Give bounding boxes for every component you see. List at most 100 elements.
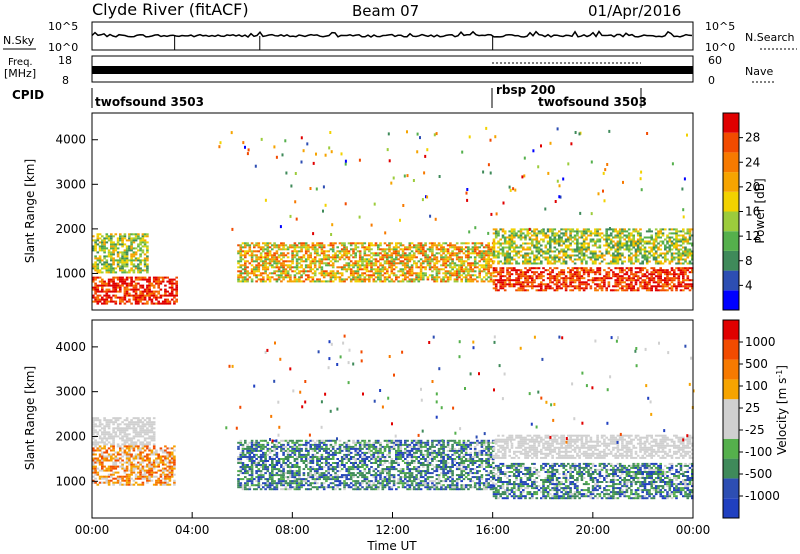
data-cell bbox=[535, 285, 539, 288]
data-cell bbox=[121, 467, 124, 470]
data-cell bbox=[428, 256, 432, 259]
data-cell bbox=[422, 250, 425, 253]
data-cell bbox=[607, 236, 611, 239]
data-cell bbox=[101, 481, 104, 484]
data-cell bbox=[152, 276, 156, 279]
data-cell bbox=[460, 266, 463, 269]
data-cell bbox=[237, 456, 240, 458]
data-cell bbox=[116, 237, 120, 240]
data-cell bbox=[286, 270, 290, 273]
data-cell bbox=[482, 268, 486, 271]
data-cell bbox=[130, 441, 133, 444]
data-cell bbox=[585, 287, 588, 290]
data-cell bbox=[168, 282, 172, 285]
data-cell bbox=[159, 475, 163, 478]
data-cell bbox=[524, 267, 527, 270]
data-cell bbox=[537, 240, 541, 243]
data-cell bbox=[381, 266, 385, 269]
data-cell bbox=[132, 467, 136, 470]
data-cell bbox=[143, 445, 147, 448]
data-cell bbox=[112, 465, 115, 468]
data-cell bbox=[431, 278, 434, 281]
data-cell bbox=[431, 274, 434, 277]
data-cell bbox=[392, 268, 396, 271]
data-cell bbox=[300, 248, 303, 251]
data-cell bbox=[564, 228, 568, 231]
data-cell bbox=[501, 246, 505, 249]
data-cell bbox=[390, 258, 394, 261]
data-cell bbox=[128, 475, 131, 478]
data-cell bbox=[621, 271, 624, 274]
data-cell bbox=[166, 300, 169, 303]
data-cell bbox=[390, 270, 394, 273]
data-cell bbox=[241, 447, 245, 450]
data-cell bbox=[264, 445, 267, 448]
data-cell bbox=[585, 260, 588, 263]
data-cell bbox=[535, 254, 539, 257]
data-cell bbox=[594, 262, 597, 265]
data-cell bbox=[453, 246, 457, 249]
data-cell bbox=[132, 421, 136, 424]
data-cell bbox=[248, 486, 252, 489]
data-cell bbox=[372, 264, 376, 267]
data-cell bbox=[105, 423, 109, 426]
data-cell bbox=[257, 242, 261, 245]
data-cell bbox=[139, 278, 142, 281]
data-cell bbox=[173, 473, 176, 476]
data-cell bbox=[578, 275, 581, 278]
data-cell bbox=[173, 461, 176, 464]
data-cell bbox=[370, 223, 373, 227]
data-cell bbox=[413, 246, 416, 249]
data-cell bbox=[103, 457, 106, 460]
data-cell bbox=[673, 283, 676, 286]
data-cell bbox=[614, 228, 617, 231]
data-cell bbox=[112, 241, 115, 244]
data-cell bbox=[343, 248, 346, 251]
data-cell bbox=[659, 230, 662, 233]
data-cell bbox=[404, 276, 407, 279]
data-cell bbox=[101, 461, 104, 464]
data-cell bbox=[666, 279, 669, 282]
data-cell bbox=[137, 288, 140, 291]
data-cell bbox=[170, 288, 174, 291]
data-cell bbox=[94, 269, 97, 272]
data-cell bbox=[621, 267, 624, 270]
data-cell bbox=[537, 252, 541, 255]
data-cell bbox=[244, 447, 247, 450]
data-cell bbox=[241, 488, 245, 491]
data-cell bbox=[494, 135, 497, 139]
data-cell bbox=[101, 241, 104, 244]
data-cell bbox=[652, 267, 656, 270]
data-cell bbox=[311, 268, 315, 271]
data-cell bbox=[677, 285, 681, 288]
data-cell bbox=[322, 274, 326, 277]
data-cell bbox=[582, 228, 586, 231]
data-cell bbox=[304, 242, 308, 245]
data-cell bbox=[121, 271, 124, 274]
data-cell bbox=[596, 283, 599, 286]
data-cell bbox=[239, 484, 243, 487]
data-cell bbox=[105, 425, 109, 428]
data-cell bbox=[540, 285, 543, 288]
data-cell bbox=[386, 148, 389, 152]
freq-tick-low: 8 bbox=[62, 74, 69, 87]
data-cell bbox=[659, 254, 662, 257]
data-cell bbox=[542, 252, 545, 255]
data-cell bbox=[327, 274, 330, 277]
data-cell bbox=[558, 252, 561, 255]
data-cell bbox=[244, 278, 247, 281]
data-cell bbox=[344, 202, 347, 206]
data-cell bbox=[571, 250, 575, 253]
data-cell bbox=[596, 254, 599, 257]
data-cell bbox=[143, 439, 147, 442]
data-cell bbox=[264, 260, 267, 263]
data-cell bbox=[132, 417, 136, 420]
data-cell bbox=[497, 289, 500, 292]
data-cell bbox=[612, 252, 615, 255]
data-cell bbox=[141, 445, 145, 448]
data-cell bbox=[607, 228, 611, 231]
data-cell bbox=[531, 287, 534, 290]
data-cell bbox=[237, 480, 240, 483]
data-cell bbox=[268, 252, 272, 255]
data-cell bbox=[413, 280, 416, 283]
